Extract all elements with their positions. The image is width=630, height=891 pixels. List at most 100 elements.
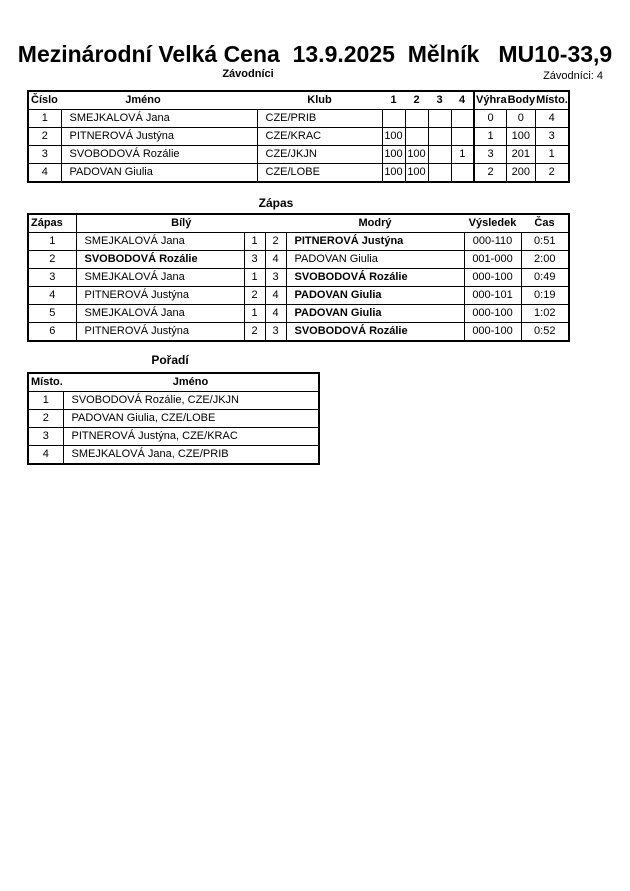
points-cell: 0	[506, 109, 536, 128]
result-cell: 000-101	[463, 286, 522, 305]
match-row: 4 PITNEROVÁ Justýna 2 4 PADOVAN Giulia 0…	[27, 286, 570, 305]
name-cell: PADOVAN Giulia, CZE/LOBE	[62, 409, 320, 428]
round-1-cell: 100	[381, 163, 406, 183]
round-3-cell	[427, 109, 452, 128]
match-number-cell: 6	[27, 322, 77, 342]
round-4-cell	[450, 163, 475, 183]
competitor-row: 4 PADOVAN Giulia CZE/LOBE 100 100 2 200 …	[27, 163, 570, 183]
round-4-cell	[450, 127, 475, 146]
ranking-row: 1 SVOBODOVÁ Rozálie, CZE/JKJN	[27, 391, 320, 410]
col-header-round-1: 1	[390, 94, 397, 106]
white-number-cell: 3	[243, 250, 266, 269]
place-cell: 4	[27, 445, 64, 465]
col-header-name: Jméno	[125, 94, 161, 106]
white-name-cell: SVOBODOVÁ Rozálie	[75, 250, 245, 269]
name-cell: PITNEROVÁ Justýna	[60, 127, 258, 146]
competitor-row: 2 PITNEROVÁ Justýna CZE/KRAC 100 1 100 3	[27, 127, 570, 146]
ranking-row: 2 PADOVAN Giulia, CZE/LOBE	[27, 409, 320, 428]
col-header-points: Body	[507, 94, 536, 106]
time-cell: 0:51	[520, 232, 570, 251]
ranking-table: Místo. Jméno 1 SVOBODOVÁ Rozálie, CZE/JK…	[27, 372, 320, 465]
col-header-time: Čas	[534, 217, 555, 229]
white-number-cell: 2	[243, 322, 266, 342]
col-header-wins: Výhra	[473, 91, 507, 110]
place-cell: 2	[534, 163, 570, 183]
col-header-white: Bílý	[171, 217, 192, 229]
club-cell: CZE/PRIB	[256, 109, 383, 128]
points-cell: 200	[506, 163, 536, 183]
col-header-round-2: 2	[413, 94, 420, 106]
blue-name-cell: PADOVAN Giulia	[285, 250, 465, 269]
time-cell: 2:00	[520, 250, 570, 269]
blue-name-cell: PITNEROVÁ Justýna	[285, 232, 465, 251]
competitors-table: Číslo Jméno Klub 1 2 3 4 Výhra Body Míst…	[27, 90, 570, 183]
blue-number-cell: 4	[264, 286, 287, 305]
white-number-cell: 2	[243, 286, 266, 305]
col-header-number: Číslo	[31, 94, 58, 106]
match-number-cell: 5	[27, 304, 77, 323]
round-3-cell	[427, 145, 452, 164]
competitor-row: 3 SVOBODOVÁ Rozálie CZE/JKJN 100 100 1 3…	[27, 145, 570, 164]
col-header-blue: Modrý	[358, 217, 392, 229]
match-row: 1 SMEJKALOVÁ Jana 1 2 PITNEROVÁ Justýna …	[27, 232, 570, 251]
result-cell: 000-100	[463, 304, 522, 323]
place-cell: 4	[534, 109, 570, 128]
number-cell: 2	[27, 127, 62, 146]
wins-cell: 0	[473, 109, 508, 128]
matches-table: Zápas Bílý Modrý Výsledek Čas 1 SMEJKALO…	[27, 213, 570, 342]
matches-header-row: Zápas Bílý Modrý Výsledek Čas	[28, 214, 569, 233]
section-label-competitors: Závodníci	[222, 68, 274, 80]
name-cell: SMEJKALOVÁ Jana, CZE/PRIB	[62, 445, 320, 465]
club-cell: CZE/KRAC	[256, 127, 383, 146]
blue-number-cell: 3	[264, 268, 287, 287]
blue-number-cell: 4	[264, 304, 287, 323]
col-header-name: Jméno	[172, 376, 209, 388]
round-4-cell: 1	[450, 145, 475, 164]
round-2-cell: 100	[404, 163, 429, 183]
match-row: 3 SMEJKALOVÁ Jana 1 3 SVOBODOVÁ Rozálie …	[27, 268, 570, 287]
round-1-cell: 100	[381, 145, 406, 164]
match-number-cell: 4	[27, 286, 77, 305]
result-cell: 000-100	[463, 322, 522, 342]
match-row: 5 SMEJKALOVÁ Jana 1 4 PADOVAN Giulia 000…	[27, 304, 570, 323]
col-header-round-4: 4	[458, 94, 466, 106]
white-name-cell: SMEJKALOVÁ Jana	[75, 268, 245, 287]
page-title: Mezinárodní Velká Cena 13.9.2025 Mělník …	[17, 41, 613, 67]
section-label-ranking: Pořadí	[151, 353, 189, 367]
name-cell: SMEJKALOVÁ Jana	[60, 109, 258, 128]
number-cell: 4	[27, 163, 62, 183]
blue-name-cell: PADOVAN Giulia	[285, 286, 465, 305]
blue-number-cell: 2	[264, 232, 287, 251]
match-row: 2 SVOBODOVÁ Rozálie 3 4 PADOVAN Giulia 0…	[27, 250, 570, 269]
number-cell: 3	[27, 145, 62, 164]
white-name-cell: SMEJKALOVÁ Jana	[75, 232, 245, 251]
name-cell: SVOBODOVÁ Rozálie	[60, 145, 258, 164]
competitor-row: 1 SMEJKALOVÁ Jana CZE/PRIB 0 0 4	[27, 109, 570, 128]
place-cell: 1	[27, 391, 64, 410]
ranking-row: 3 PITNEROVÁ Justýna, CZE/KRAC	[27, 427, 320, 446]
white-number-cell: 1	[243, 232, 266, 251]
time-cell: 0:52	[520, 322, 570, 342]
number-cell: 1	[27, 109, 62, 128]
col-header-number-name: Číslo Jméno	[28, 91, 257, 110]
club-cell: CZE/JKJN	[256, 145, 383, 164]
white-number-cell: 1	[243, 304, 266, 323]
blue-number-cell: 3	[264, 322, 287, 342]
place-cell: 3	[534, 127, 570, 146]
blue-name-cell: PADOVAN Giulia	[285, 304, 465, 323]
col-header-place: Místo.	[536, 94, 568, 106]
name-cell: PADOVAN Giulia	[60, 163, 258, 183]
result-cell: 000-100	[463, 268, 522, 287]
round-3-cell	[427, 127, 452, 146]
ranking-row: 4 SMEJKALOVÁ Jana, CZE/PRIB	[27, 445, 320, 465]
place-cell: 1	[534, 145, 570, 164]
round-4-cell	[450, 109, 475, 128]
points-cell: 201	[506, 145, 536, 164]
match-number-cell: 1	[27, 232, 77, 251]
name-cell: SVOBODOVÁ Rozálie, CZE/JKJN	[62, 391, 320, 410]
round-1-cell	[381, 109, 406, 128]
name-cell: PITNEROVÁ Justýna, CZE/KRAC	[62, 427, 320, 446]
wins-cell: 3	[473, 145, 508, 164]
col-header-round-3: 3	[436, 94, 443, 106]
